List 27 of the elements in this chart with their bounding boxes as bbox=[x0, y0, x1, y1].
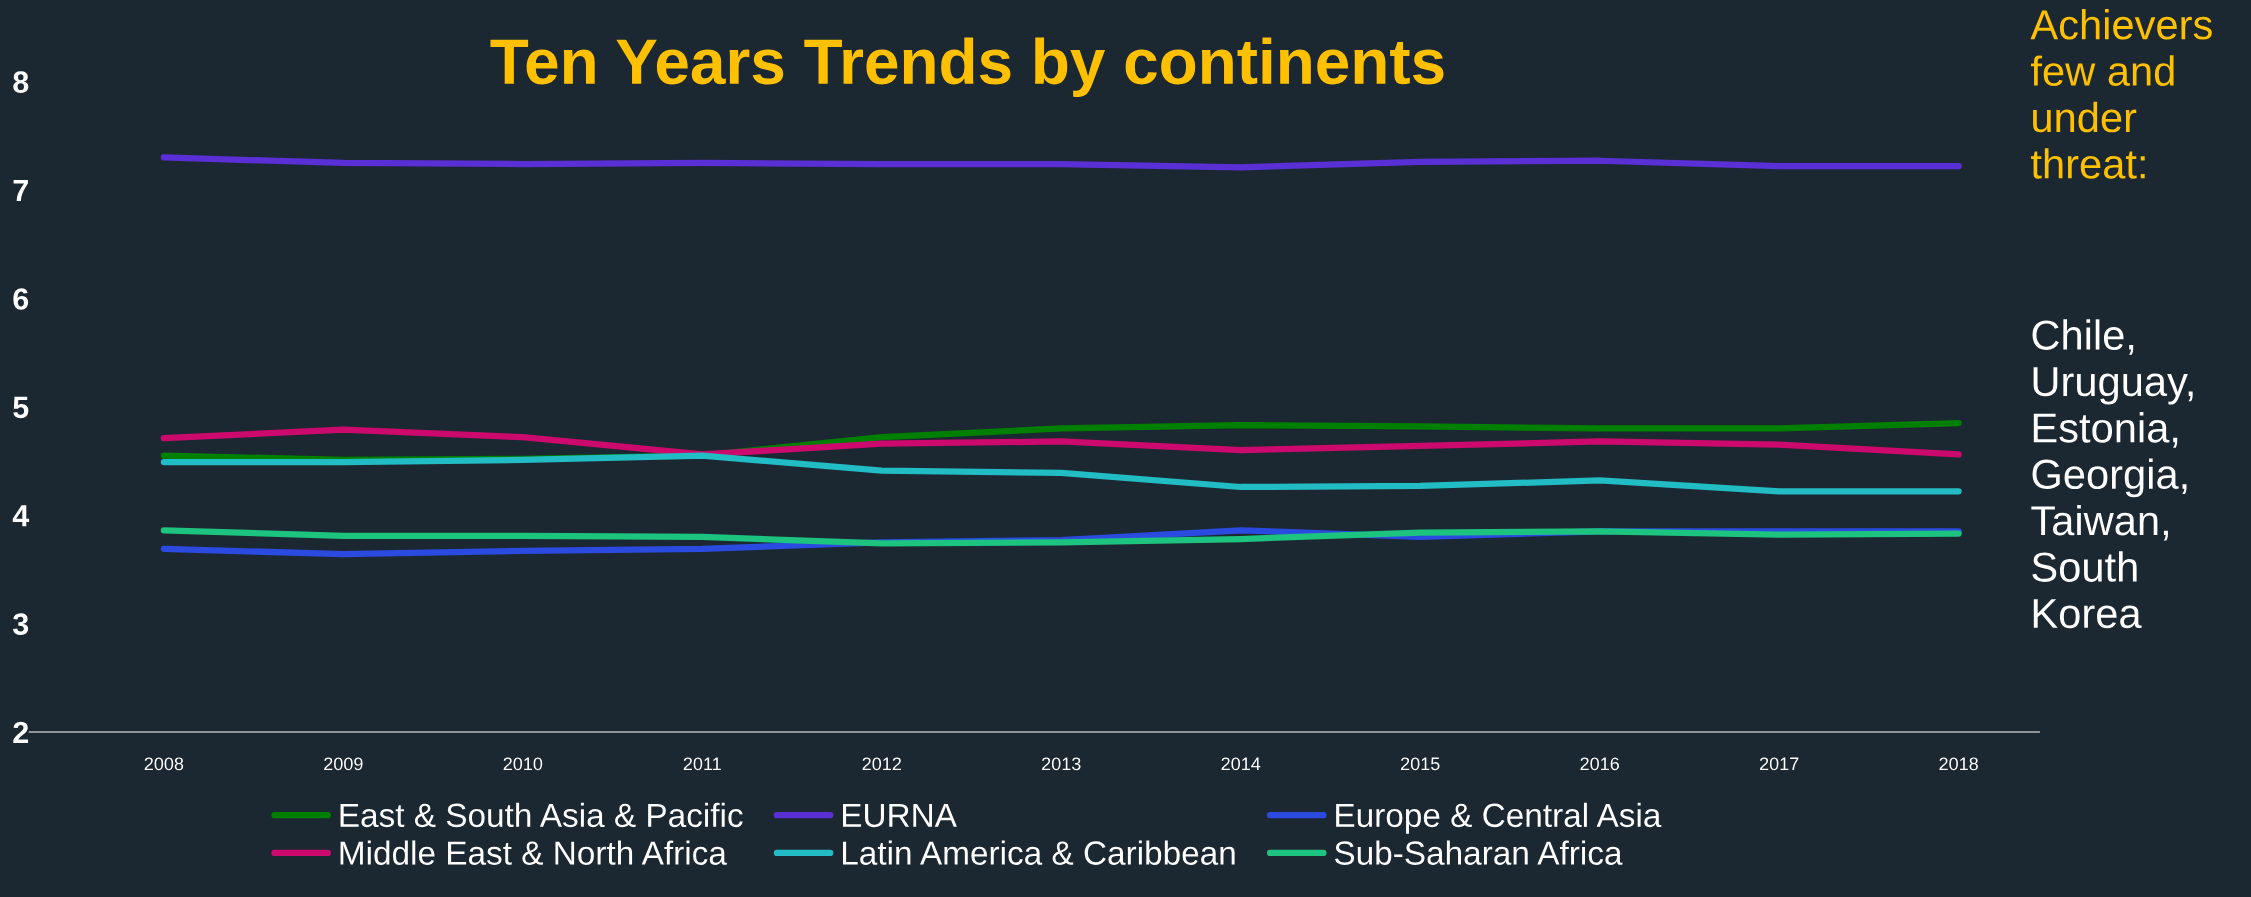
x-tick-label: 2012 bbox=[862, 757, 901, 771]
y-tick-label: 6 bbox=[13, 288, 29, 310]
legend-label: EURNA bbox=[842, 803, 957, 828]
y-tick-label: 8 bbox=[13, 71, 29, 93]
y-tick-label: 2 bbox=[13, 721, 29, 744]
x-tick-label: 2015 bbox=[1401, 757, 1440, 771]
x-tick-label: 2016 bbox=[1580, 757, 1619, 771]
chart-title: Ten Years Trends by continents bbox=[490, 37, 1444, 98]
x-tick-label: 2009 bbox=[324, 757, 363, 771]
y-tick-label: 4 bbox=[12, 505, 30, 527]
annotation: Achievers few and under threat: bbox=[2030, 8, 2212, 179]
annotation: Chile, Uruguay, Estonia, Georgia, Taiwan, South Korea bbox=[2031, 319, 2193, 629]
x-tick-label: 2008 bbox=[144, 757, 184, 771]
x-tick-label: 2014 bbox=[1221, 757, 1261, 771]
x-tick-label: 2017 bbox=[1759, 757, 1799, 771]
legend-label: Middle East & North Africa bbox=[340, 840, 727, 865]
x-tick-label: 2013 bbox=[1042, 757, 1081, 771]
legend-label: East & South Asia & Pacific bbox=[340, 802, 743, 828]
y-tick-label: 3 bbox=[12, 613, 29, 635]
legend-label: Latin America & Caribbean bbox=[842, 840, 1235, 865]
y-tick-label: 5 bbox=[13, 396, 29, 419]
legend-label: Europe & Central Asia bbox=[1336, 802, 1662, 834]
y-tick-label: 7 bbox=[13, 180, 28, 202]
x-tick-label: 2011 bbox=[683, 757, 721, 771]
legend-label: Sub-Saharan Africa bbox=[1334, 840, 1623, 865]
x-tick-label: 2010 bbox=[503, 757, 543, 771]
x-tick-label: 2018 bbox=[1939, 757, 1978, 771]
